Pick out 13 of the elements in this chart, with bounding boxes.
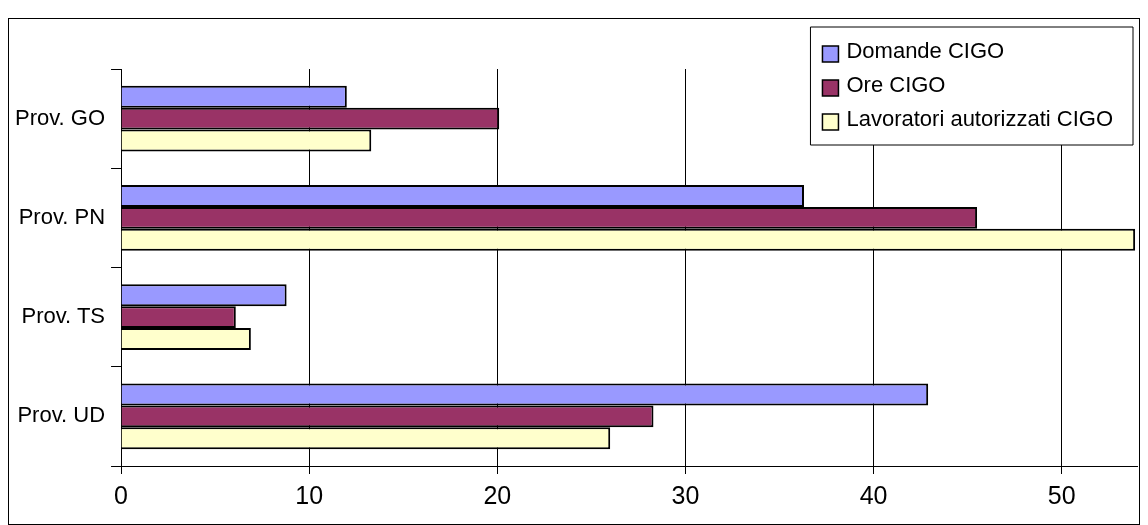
y-tick-label: Prov. UD [17, 402, 106, 428]
y-tick-label: Prov. PN [18, 203, 106, 229]
x-tick-label: 20 [483, 480, 512, 509]
x-tick-label: 10 [295, 480, 324, 509]
x-tick-label: 40 [859, 480, 888, 509]
legend-label: Ore CIGO [846, 72, 946, 98]
y-tick-label: Prov. TS [21, 303, 106, 329]
x-tick-label: 30 [671, 480, 700, 509]
x-tick-label: 0 [114, 480, 128, 509]
y-tick-label: Prov. GO [14, 104, 106, 130]
legend-label: Domande CIGO [846, 38, 1005, 64]
legend-label: Lavoratori autorizzati CIGO [846, 106, 1113, 132]
x-tick-label: 50 [1047, 480, 1076, 509]
